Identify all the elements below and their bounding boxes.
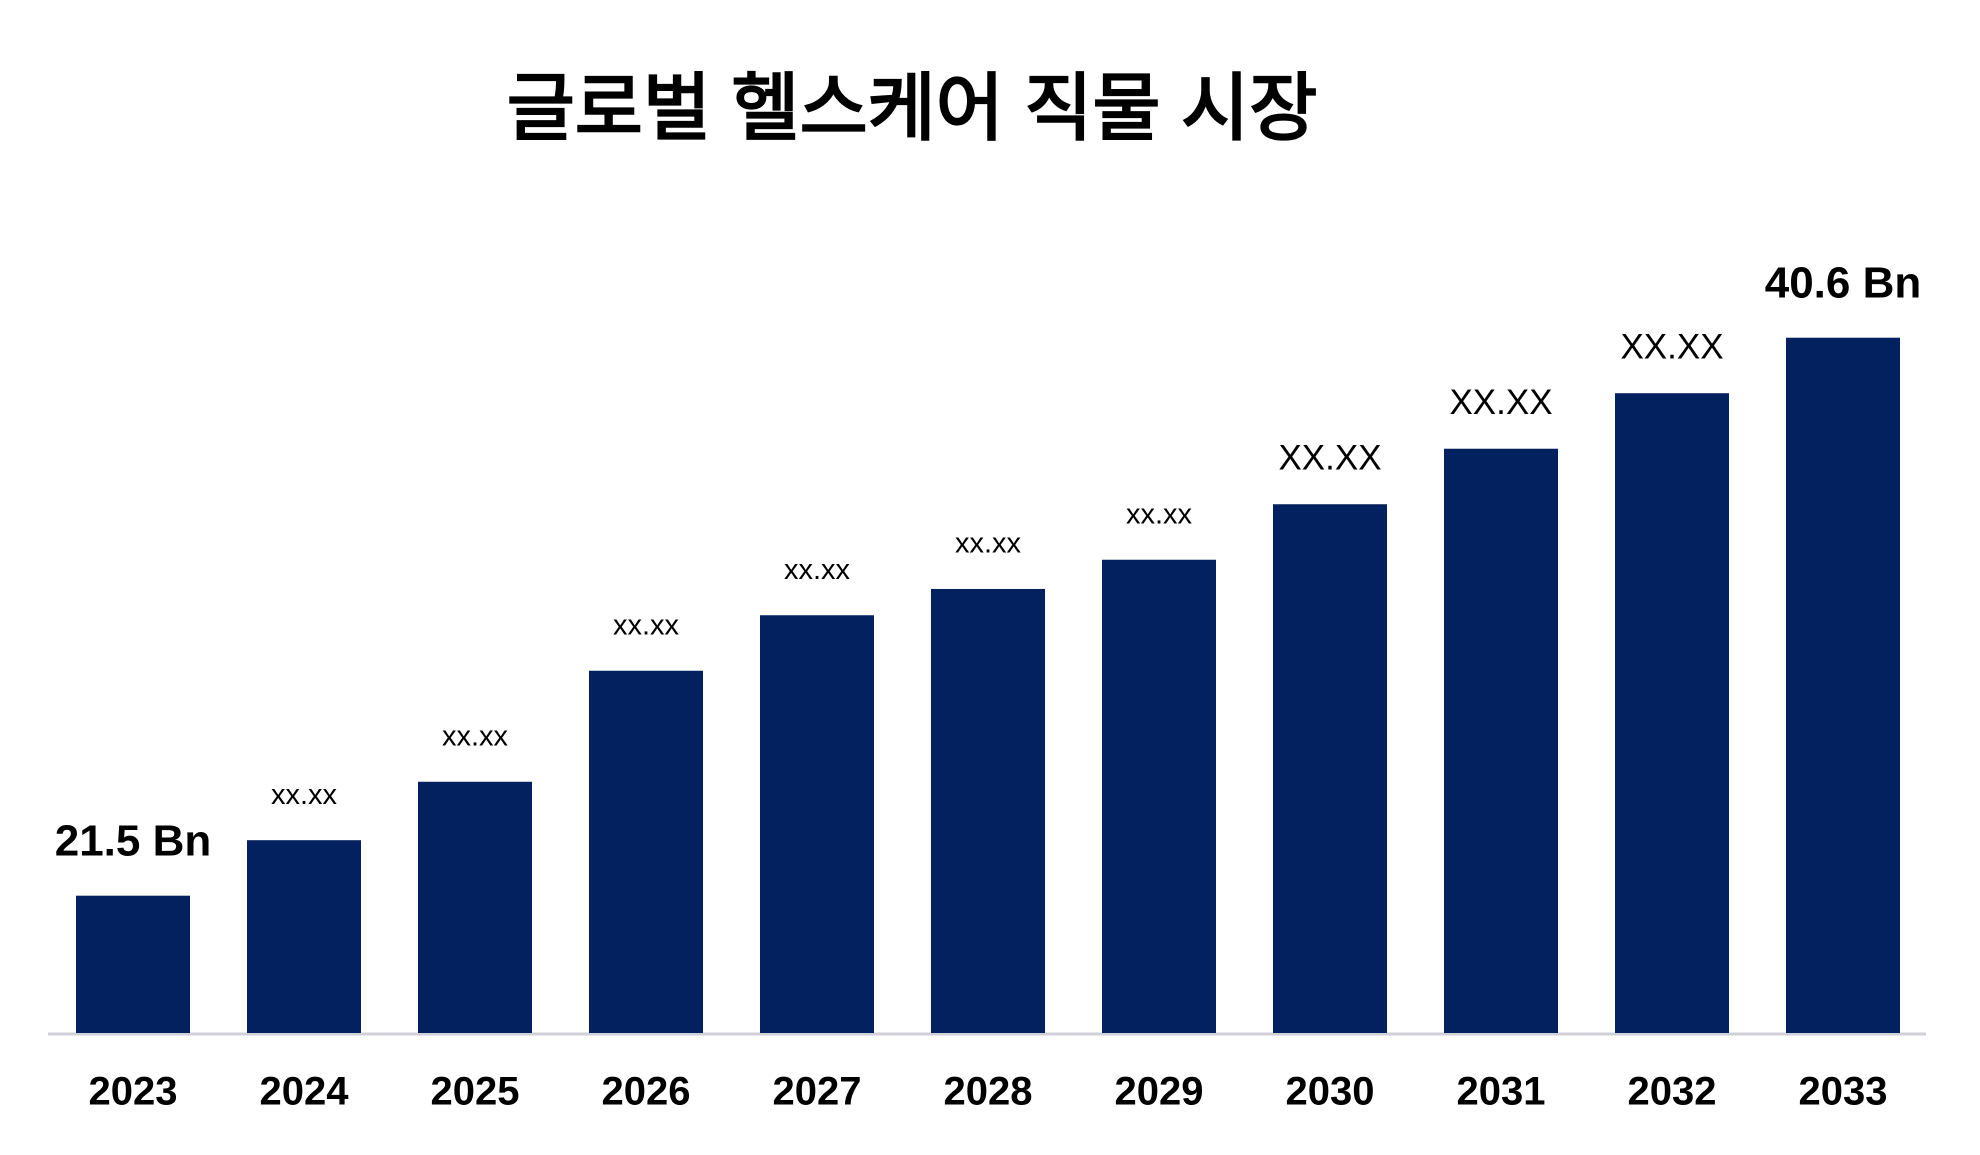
value-label: 21.5 Bn [55, 816, 212, 865]
value-label: xx.xx [271, 779, 338, 811]
x-tick-label: 2030 [1286, 1070, 1375, 1114]
bar [1444, 448, 1558, 1033]
x-tick-label: 2023 [89, 1070, 178, 1114]
chart-title: 글로벌 헬스케어 직물 시장 [507, 67, 1318, 150]
value-label: xx.xx [1126, 498, 1193, 530]
x-tick-label: 2032 [1628, 1070, 1717, 1114]
value-label: xx.xx [784, 554, 851, 586]
bar [931, 588, 1045, 1033]
bar [247, 840, 361, 1033]
bar [589, 670, 703, 1033]
bar [418, 781, 532, 1033]
value-label: XX.XX [1449, 383, 1552, 422]
value-label: xx.xx [613, 609, 680, 641]
x-tick-label: 2024 [260, 1070, 350, 1114]
bar [760, 615, 874, 1033]
bar [76, 895, 190, 1033]
value-label: 40.6 Bn [1765, 258, 1922, 307]
value-label: XX.XX [1620, 327, 1723, 366]
x-tick-label: 2028 [944, 1070, 1033, 1114]
x-tick-label: 2029 [1115, 1070, 1204, 1114]
value-label: xx.xx [442, 720, 509, 752]
x-tick-label: 2026 [602, 1070, 691, 1114]
value-label: xx.xx [955, 528, 1022, 560]
x-tick-label: 2025 [431, 1070, 520, 1114]
x-tick-label: 2027 [773, 1070, 862, 1114]
bar [1102, 559, 1216, 1033]
x-tick-label: 2031 [1457, 1070, 1546, 1114]
x-tick-label: 2033 [1799, 1070, 1888, 1114]
bar [1786, 337, 1900, 1033]
bar [1615, 393, 1729, 1033]
value-label: XX.XX [1278, 438, 1381, 477]
bar [1273, 504, 1387, 1033]
